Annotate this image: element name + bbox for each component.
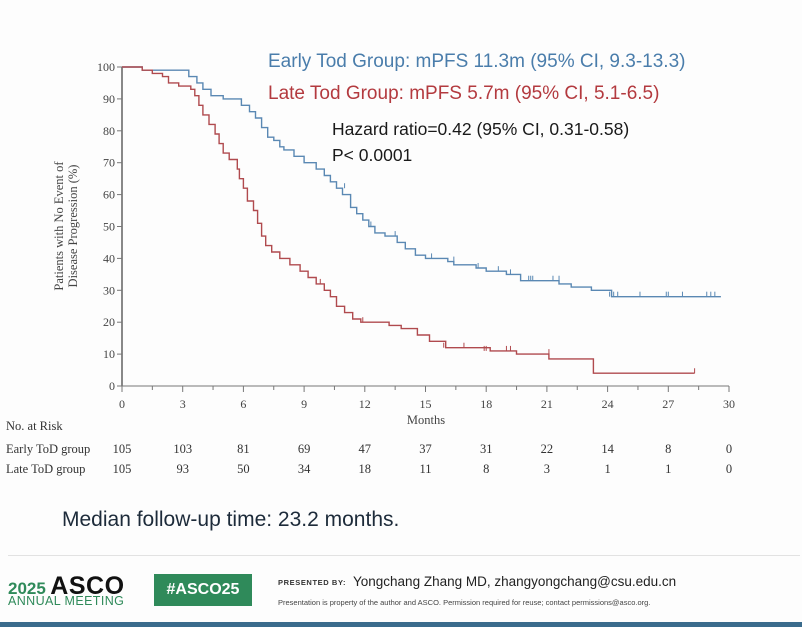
- asco-logo-meeting: ANNUAL MEETING: [8, 594, 125, 608]
- chart-axes: 0 10 20 30 40 50 60 70 80 90 100 0 3 6 9 12 15 18 21 24 27 30: [97, 60, 735, 411]
- x-tick-label: 3: [180, 397, 186, 411]
- risk-cell: 0: [725, 442, 733, 456]
- x-tick-label: 27: [662, 397, 674, 411]
- y-tick-label: 100: [97, 60, 115, 74]
- hazard-ratio-label: Hazard ratio=0.42 (95% CI, 0.31-0.58): [332, 119, 630, 139]
- risk-row-label-late: Late ToD group: [6, 462, 86, 476]
- y-axis-label-line2: Disease Progression (%): [66, 165, 80, 288]
- disclaimer-text: Presentation is property of the author a…: [278, 598, 651, 607]
- risk-cell: 1: [665, 462, 672, 476]
- p-value-label: P< 0.0001: [332, 145, 413, 165]
- risk-cell: 14: [601, 442, 614, 456]
- risk-cell: 47: [358, 442, 372, 456]
- risk-cell: 8: [665, 442, 672, 456]
- risk-cell: 105: [112, 442, 132, 456]
- x-tick-label: 18: [480, 397, 492, 411]
- risk-cell: 50: [237, 462, 250, 476]
- y-tick-label: 90: [103, 92, 115, 106]
- risk-cell: 22: [540, 442, 554, 456]
- x-tick-label: 9: [301, 397, 307, 411]
- presenter-info: Yongchang Zhang MD, zhangyongchang@csu.e…: [353, 574, 677, 589]
- asco-logo-year: 2025: [8, 579, 46, 598]
- risk-cell: 31: [479, 442, 493, 456]
- early-group-curve: [122, 66, 721, 298]
- risk-table-title: No. at Risk: [6, 419, 63, 433]
- y-axis-label-line1: Patients with No Event of: [52, 161, 66, 291]
- asco-logo-word: ASCO: [50, 572, 125, 600]
- x-tick-label: 12: [359, 397, 371, 411]
- risk-cell: 105: [112, 462, 132, 476]
- late-group-curve: [122, 66, 695, 374]
- risk-cell: 1: [604, 462, 611, 476]
- y-tick-label: 50: [103, 220, 115, 234]
- x-axis-label: Months: [407, 413, 445, 427]
- asco-logo: 2025 ASCO: [8, 572, 125, 601]
- x-tick-label: 15: [420, 397, 432, 411]
- risk-cell: 69: [297, 442, 311, 456]
- y-tick-label: 60: [103, 188, 115, 202]
- x-tick-label: 21: [541, 397, 553, 411]
- risk-cell: 8: [483, 462, 490, 476]
- risk-cell: 34: [297, 462, 311, 476]
- x-tick-label: 30: [723, 397, 735, 411]
- y-tick-label: 80: [103, 124, 115, 138]
- chart-curves: [122, 66, 721, 374]
- footer-divider: [8, 555, 800, 556]
- y-tick-label: 30: [103, 283, 115, 297]
- risk-cell: 37: [419, 442, 432, 456]
- risk-cell: 81: [237, 442, 250, 456]
- bottom-bar: [0, 622, 802, 627]
- risk-cell: 93: [176, 462, 189, 476]
- y-tick-label: 10: [103, 347, 115, 361]
- x-tick-label: 6: [240, 397, 246, 411]
- risk-cell: 18: [358, 462, 372, 476]
- km-chart: 0 10 20 30 40 50 60 70 80 90 100 0 3 6 9 12 15 18 21 24 27 30…: [52, 60, 735, 427]
- y-tick-label: 20: [103, 315, 115, 329]
- late-group-mpfs-label: Late Tod Group: mPFS 5.7m (95% CI, 5.1-6…: [268, 83, 660, 104]
- risk-cell: 103: [173, 442, 193, 456]
- risk-row-label-early: Early ToD group: [6, 442, 91, 456]
- y-tick-label: 70: [103, 156, 115, 170]
- early-group-mpfs-label: Early Tod Group: mPFS 11.3m (95% CI, 9.3…: [268, 51, 686, 72]
- x-tick-label: 0: [119, 397, 125, 411]
- median-follow-up-text: Median follow-up time: 23.2 months.: [62, 508, 400, 531]
- presented-by-label: PRESENTED BY:: [278, 578, 347, 587]
- risk-cell: 3: [543, 462, 551, 476]
- y-tick-label: 40: [103, 251, 115, 265]
- hashtag-badge: #ASCO25: [154, 574, 252, 606]
- risk-cell: 0: [725, 462, 733, 476]
- y-tick-label: 0: [109, 379, 115, 393]
- x-tick-label: 24: [602, 397, 614, 411]
- risk-cell: 11: [419, 462, 432, 476]
